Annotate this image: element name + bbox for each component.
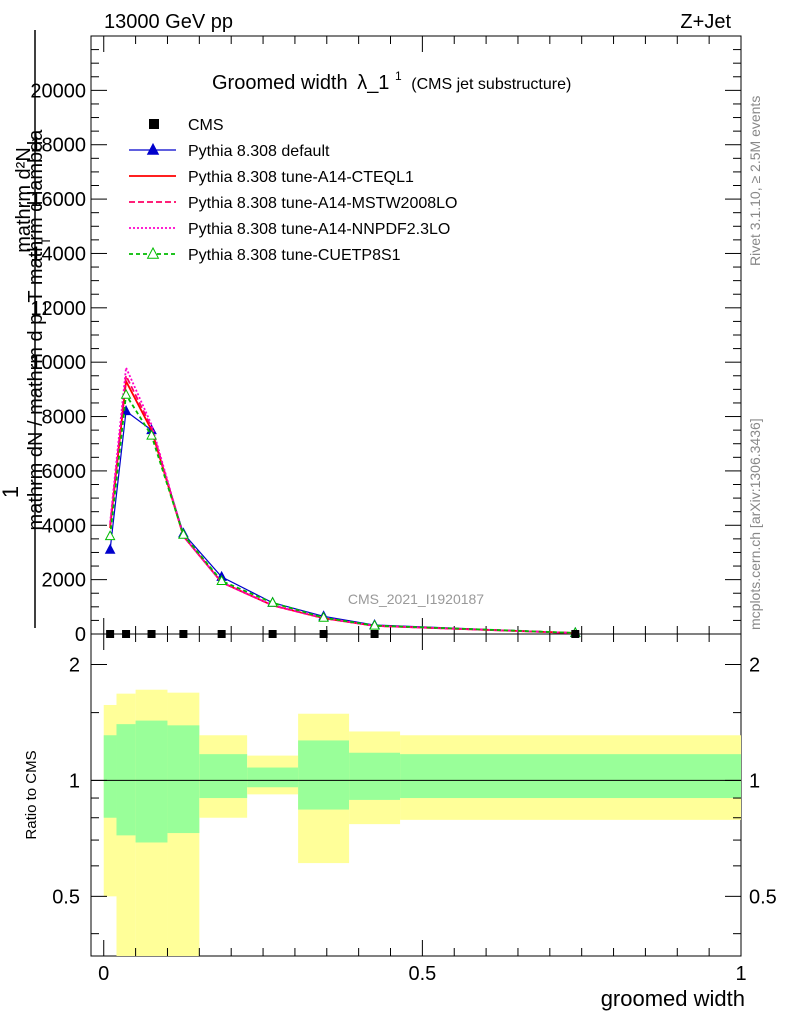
xtick-label: 0 (98, 963, 109, 985)
ratio-bands (103, 689, 741, 956)
ratio-inner-band (349, 752, 401, 800)
plot-title: Groomed width λ_1 1 (CMS jet substructur… (212, 63, 571, 94)
series-marker-4 (146, 429, 157, 440)
ratio-inner-band (116, 724, 136, 836)
ratio-ticks: 0.5 0.5 1 1 2 2 (52, 654, 777, 935)
analysis-label: CMS_2021_I1920187 (348, 591, 484, 607)
ylabel-main-denominator: mathrm dN / mathrm d p_T mathrm d lambda (25, 129, 47, 531)
ratio-inner-band (199, 754, 248, 799)
ylabel-main-numerator: mathrm d²N (13, 147, 35, 253)
main-ytick-label: 2000 (42, 570, 87, 592)
main-ytick-label: 16000 (30, 189, 86, 211)
cms-point (319, 630, 328, 638)
xtick-label: 1 (735, 963, 746, 985)
cms-points (106, 630, 580, 638)
legend-label: Pythia 8.308 tune-A14-MSTW2008LO (188, 195, 457, 212)
legend-label: Pythia 8.308 tune-CUETP8S1 (188, 247, 401, 264)
plot-title-symbol: λ_1 (357, 72, 389, 94)
plot-title-sup: 1 (395, 69, 402, 83)
series-line-3 (109, 364, 576, 634)
plot-title-suffix: (CMS jet substructure) (411, 76, 571, 93)
series-marker-4 (178, 528, 189, 539)
ratio-inner-band (135, 720, 168, 843)
main-ytick-label: 4000 (42, 515, 87, 537)
xlabel: groomed width (601, 986, 745, 1011)
legend: CMS Pythia 8.308 default Pythia 8.308 tune… (129, 117, 457, 264)
legend-marker (146, 246, 160, 259)
series-marker-4 (216, 574, 227, 585)
plot-title-text: Groomed width (212, 72, 348, 94)
energy-label: 13000 GeV pp (104, 11, 233, 33)
cms-point (106, 630, 115, 638)
ratio-ytick-label: 2 (69, 654, 80, 676)
ratio-ytick-label-right: 1 (749, 770, 760, 792)
ylabel-main-subscript: T (39, 237, 53, 245)
series-line-4 (109, 392, 576, 634)
ratio-inner-band (247, 767, 299, 788)
legend-marker (146, 142, 160, 155)
process-label: Z+Jet (680, 11, 731, 33)
main-ytick-label: 6000 (42, 461, 87, 483)
series-line-2 (109, 372, 576, 634)
cms-point (217, 630, 226, 638)
legend-label: CMS (188, 117, 224, 134)
cms-point (571, 630, 580, 638)
legend-cms-marker (149, 119, 159, 129)
mcplots-label: mcplots.cern.ch [arXiv:1306.3436] (747, 418, 763, 630)
main-ytick-label: 20000 (30, 80, 86, 102)
main-ytick-label: 14000 (30, 243, 86, 265)
main-ytick-label: 10000 (30, 352, 86, 374)
ratio-inner-band (103, 735, 117, 818)
ratio-inner-band (167, 725, 200, 834)
main-ytick-label: 12000 (30, 298, 86, 320)
series-marker-4 (369, 619, 380, 630)
cms-point (179, 630, 188, 638)
ylabel-ratio: Ratio to CMS (23, 750, 40, 839)
main-ytick-label: 8000 (42, 407, 87, 429)
ratio-ytick-label-right: 0.5 (749, 886, 777, 908)
ratio-inner-band (298, 740, 350, 810)
ylabel-main-one: 1 (0, 486, 23, 498)
legend-label: Pythia 8.308 default (188, 143, 330, 160)
series-marker-4 (318, 611, 329, 622)
cms-point (370, 630, 379, 638)
legend-label: Pythia 8.308 tune-A14-CTEQL1 (188, 169, 414, 186)
main-ticks: 0 2000 4000 6000 8000 10000 12000 14000 16000 180… (30, 49, 741, 646)
series-group (104, 364, 581, 637)
rivet-label: Rivet 3.1.10, ≥ 2.5M events (747, 96, 763, 266)
ratio-inner-band (400, 754, 741, 799)
ratio-ytick-label-right: 2 (749, 654, 760, 676)
main-ytick-label: 0 (75, 624, 86, 646)
series-marker-4 (120, 388, 132, 399)
main-ytick-label: 18000 (30, 135, 86, 157)
series-marker-4 (104, 530, 116, 541)
xtick-label: 0.5 (408, 963, 436, 985)
series-line-1 (109, 378, 576, 634)
cms-point (268, 630, 277, 638)
series-marker-0 (104, 543, 116, 554)
legend-label: Pythia 8.308 tune-A14-NNPDF2.3LO (188, 221, 450, 238)
cms-point (122, 630, 131, 638)
series-marker-4 (267, 596, 278, 607)
ratio-ytick-label: 0.5 (52, 886, 80, 908)
ratio-ytick-label: 1 (69, 770, 80, 792)
cms-point (147, 630, 156, 638)
